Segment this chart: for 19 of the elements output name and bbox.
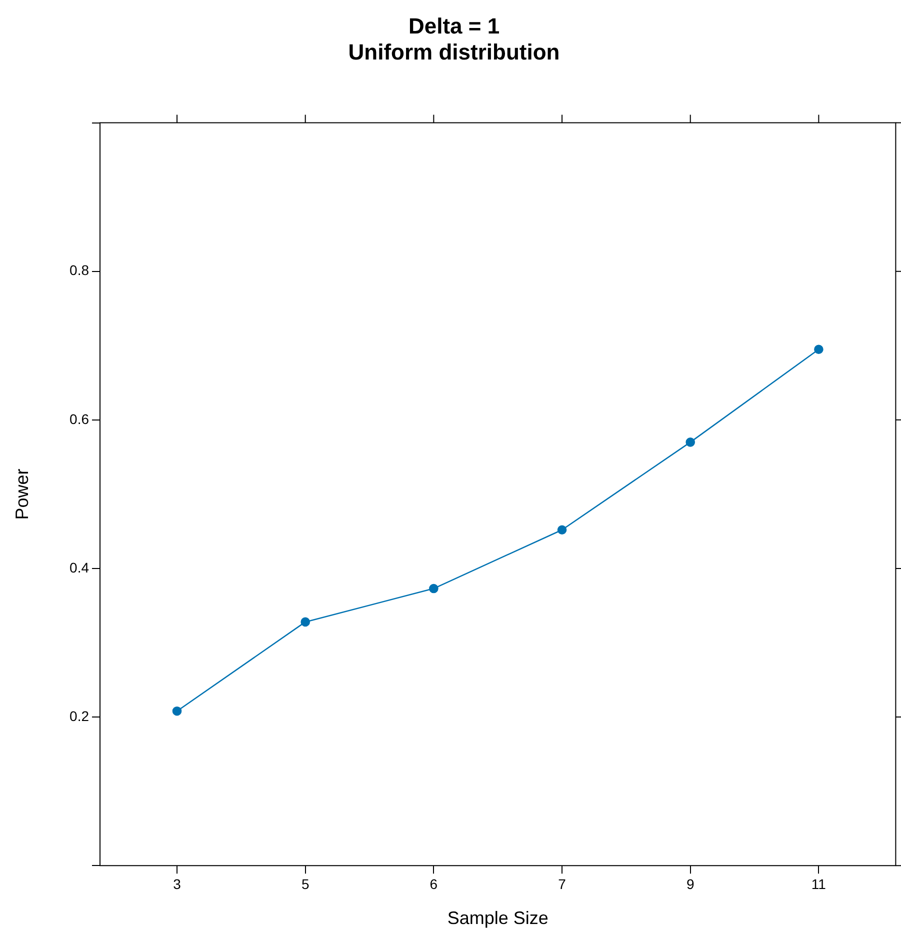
y-tick-label: 0.8 <box>70 262 90 278</box>
y-axis-title: Power <box>12 468 32 520</box>
x-tick-label: 6 <box>430 876 438 892</box>
point <box>686 438 696 447</box>
point <box>172 706 182 716</box>
point <box>300 617 310 627</box>
x-tick-label: 5 <box>301 876 310 892</box>
x-tick-label: 3 <box>173 876 182 892</box>
x-tick-label: 7 <box>558 876 566 892</box>
x-tick-label: 11 <box>811 876 826 892</box>
chart-title: Delta = 1 Uniform distribution <box>348 13 560 65</box>
point <box>557 525 567 535</box>
y-tick-label: 0.4 <box>70 559 90 576</box>
y-tick-label: 0.6 <box>70 410 90 427</box>
point <box>429 584 438 594</box>
point <box>814 344 824 354</box>
y-tick-label: 0.2 <box>70 708 90 724</box>
x-tick-label: 9 <box>686 876 694 892</box>
x-axis-title: Sample Size <box>447 908 548 928</box>
